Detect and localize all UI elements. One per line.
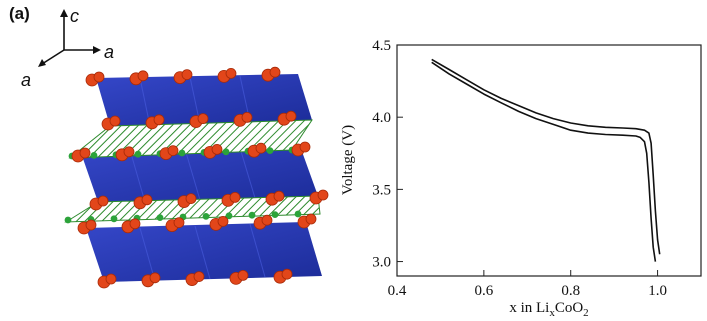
oxygen-atom xyxy=(185,193,197,205)
oxygen-atoms xyxy=(71,66,329,289)
oxygen-atom xyxy=(255,142,267,154)
lithium-atom xyxy=(64,216,72,224)
oxygen-atom xyxy=(317,189,329,201)
octahedra-layer-top xyxy=(96,74,312,126)
y-axis-ticks: 3.0 3.5 4.0 4.5 xyxy=(372,38,403,271)
lithium-atom xyxy=(266,147,274,155)
lithium-atom xyxy=(271,211,279,219)
oxygen-atom xyxy=(149,272,161,284)
lithium-atom xyxy=(110,215,118,223)
cobalt-octahedra-layers xyxy=(80,74,322,282)
lithium-atom xyxy=(225,212,233,220)
y-tick-label: 3.0 xyxy=(372,255,391,271)
oxygen-atom xyxy=(93,71,105,83)
voltage-curve-1 xyxy=(431,58,661,255)
oxygen-atom xyxy=(225,68,237,79)
oxygen-atom xyxy=(299,141,311,153)
x-tick-label: 0.6 xyxy=(474,283,493,299)
panel-label: (a) xyxy=(9,4,30,23)
oxygen-atom xyxy=(281,268,293,280)
lithium-atom xyxy=(294,210,302,218)
oxygen-atom xyxy=(173,217,185,229)
voltage-curve-2 xyxy=(431,61,657,262)
oxygen-atom xyxy=(129,218,141,230)
axis-a-label: a xyxy=(104,42,114,62)
oxygen-atom xyxy=(241,112,253,123)
oxygen-atom xyxy=(181,69,193,80)
oxygen-atom xyxy=(85,219,97,231)
y-axis-title: Voltage (V) xyxy=(340,125,356,195)
oxygen-atom xyxy=(285,110,297,122)
x-tick-label: 1.0 xyxy=(648,283,667,299)
lithium-atom xyxy=(134,150,142,158)
oxygen-atom xyxy=(193,271,205,283)
oxygen-atom xyxy=(97,195,109,207)
oxygen-atom xyxy=(109,115,121,127)
crystal-axes: c a a xyxy=(21,6,114,90)
lithium-atom xyxy=(156,214,164,222)
oxygen-atom xyxy=(141,194,153,206)
y-tick-label: 4.0 xyxy=(372,110,391,126)
lithium-atom xyxy=(90,152,98,159)
octahedra-layer-bottom xyxy=(86,222,322,282)
y-tick-label: 4.5 xyxy=(372,38,391,54)
x-tick-label: 0.8 xyxy=(561,283,580,299)
lithium-atom xyxy=(202,213,210,220)
oxygen-atom xyxy=(305,213,317,225)
oxygen-atom xyxy=(137,70,149,82)
oxygen-atom xyxy=(237,269,249,281)
octahedra-layer-mid xyxy=(80,146,318,202)
oxygen-atom xyxy=(123,146,135,158)
lithium-atom xyxy=(222,148,230,156)
x-axis-ticks: 0.4 0.6 0.8 1.0 xyxy=(388,270,667,299)
oxygen-atom xyxy=(167,145,179,157)
oxygen-atom xyxy=(211,143,223,155)
axis-c-label: c xyxy=(70,6,79,26)
oxygen-atom xyxy=(79,147,91,159)
oxygen-atom xyxy=(273,190,285,202)
y-tick-label: 3.5 xyxy=(372,182,391,198)
oxygen-atom xyxy=(197,113,209,124)
oxygen-atom xyxy=(217,215,229,227)
oxygen-atom xyxy=(269,66,281,78)
oxygen-atom xyxy=(229,191,241,203)
axis-a-label-2: a xyxy=(21,70,31,90)
oxygen-atom xyxy=(105,273,117,285)
x-axis-title: x in LixCoO2 xyxy=(509,300,588,319)
lithium-atom xyxy=(248,211,256,219)
lithium-atom xyxy=(178,149,186,157)
oxygen-atom xyxy=(153,114,165,126)
series-group xyxy=(431,58,661,262)
plot-frame xyxy=(396,44,702,277)
x-tick-label: 0.4 xyxy=(388,283,407,299)
oxygen-atom xyxy=(261,214,273,226)
